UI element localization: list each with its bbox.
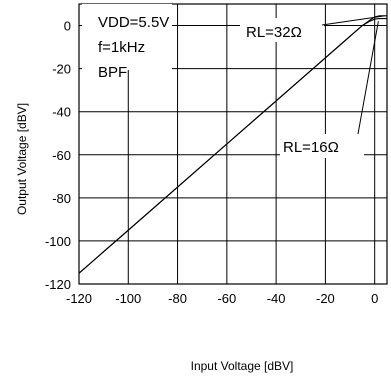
y-tick-label: -40 xyxy=(52,105,71,120)
y-tick-label: -120 xyxy=(45,277,71,292)
y-tick-labels: 0 -20 -40 -60 -80 -100 -120 xyxy=(45,19,71,292)
x-tick-label: -20 xyxy=(316,291,335,306)
plot-frame xyxy=(78,3,388,285)
condition-filter: BPF xyxy=(98,64,127,81)
series-line-rl16 xyxy=(78,18,387,274)
x-axis-label: Input Voltage [dBV] xyxy=(191,359,294,373)
y-tick-label: -60 xyxy=(52,148,71,163)
y-tick-label: 0 xyxy=(64,19,71,34)
conditions-box xyxy=(82,4,172,70)
x-tick-label: -80 xyxy=(168,291,187,306)
y-tick-label: -20 xyxy=(52,62,71,77)
rl32-label-box xyxy=(240,18,324,42)
y-tick-label: -80 xyxy=(52,191,71,206)
x-tick-label: -40 xyxy=(267,291,286,306)
x-tick-label: -60 xyxy=(217,291,236,306)
y-tick-label: -100 xyxy=(45,234,71,249)
condition-frequency: f=1kHz xyxy=(98,39,145,56)
rl16-arrow xyxy=(357,21,379,135)
x-tick-label: -120 xyxy=(66,291,92,306)
rl16-label-box xyxy=(280,134,364,158)
rl32-arrow xyxy=(321,15,385,26)
rl16-label: RL=16Ω xyxy=(283,139,339,156)
x-tick-label: -100 xyxy=(115,291,141,306)
y-axis-label: Output Voltage [dBV] xyxy=(15,103,29,215)
rl32-label: RL=32Ω xyxy=(246,24,302,41)
x-tick-label: 0 xyxy=(371,291,378,306)
condition-vdd: VDD=5.5V xyxy=(98,14,169,31)
x-tick-labels: -120 -100 -80 -60 -40 -20 0 xyxy=(66,291,378,306)
